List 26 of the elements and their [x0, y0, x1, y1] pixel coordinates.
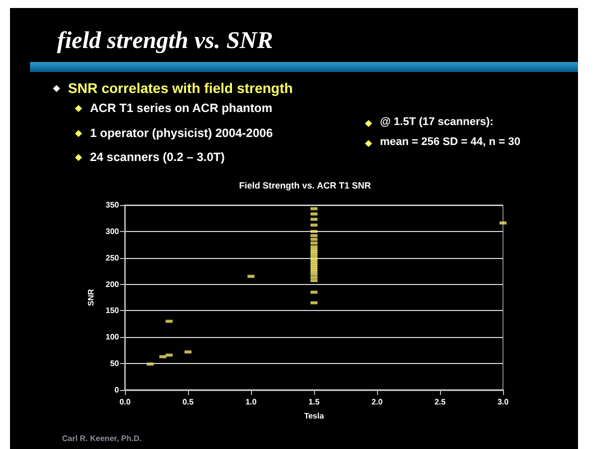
chart-title: Field Strength vs. ACR T1 SNR	[239, 180, 372, 190]
y-tick-label: 350	[106, 200, 120, 210]
x-tick-label: 2.0	[371, 398, 384, 406]
x-tick-label: 0.5	[182, 398, 194, 406]
text: 1 operator (physicist) 2004-2006	[90, 126, 273, 140]
text: Carl R. Keener, Ph.D.	[62, 434, 142, 443]
y-tick-label: 0	[114, 386, 120, 394]
y-tick-label: 250	[106, 253, 120, 262]
text: @ 1.5T (17 scanners):	[380, 116, 494, 128]
x-tick-label: 2.5	[434, 398, 446, 406]
text: mean = 256 SD = 44, n = 30	[380, 136, 520, 148]
y-tick-label: 100	[106, 332, 120, 342]
y-tick-label: 200	[106, 280, 120, 289]
text: ACR T1 series on ACR phantom	[90, 101, 272, 115]
y-axis-title: SNR	[86, 288, 96, 306]
x-tick-label: 1.0	[245, 398, 258, 406]
y-tick-label: 50	[110, 359, 120, 368]
y-tick-label: 150	[106, 306, 120, 316]
text: SNR correlates with field strength	[68, 80, 293, 96]
x-tick-label: 1.5	[308, 398, 320, 406]
text: 24 scanners (0.2 – 3.0T)	[90, 150, 225, 164]
x-tick-label: 0.0	[119, 398, 132, 406]
y-tick-label: 300	[106, 226, 120, 236]
text: field strength vs. SNR	[57, 28, 274, 55]
x-tick-label: 3.0	[497, 398, 510, 406]
x-axis-title: Tesla	[304, 412, 324, 420]
